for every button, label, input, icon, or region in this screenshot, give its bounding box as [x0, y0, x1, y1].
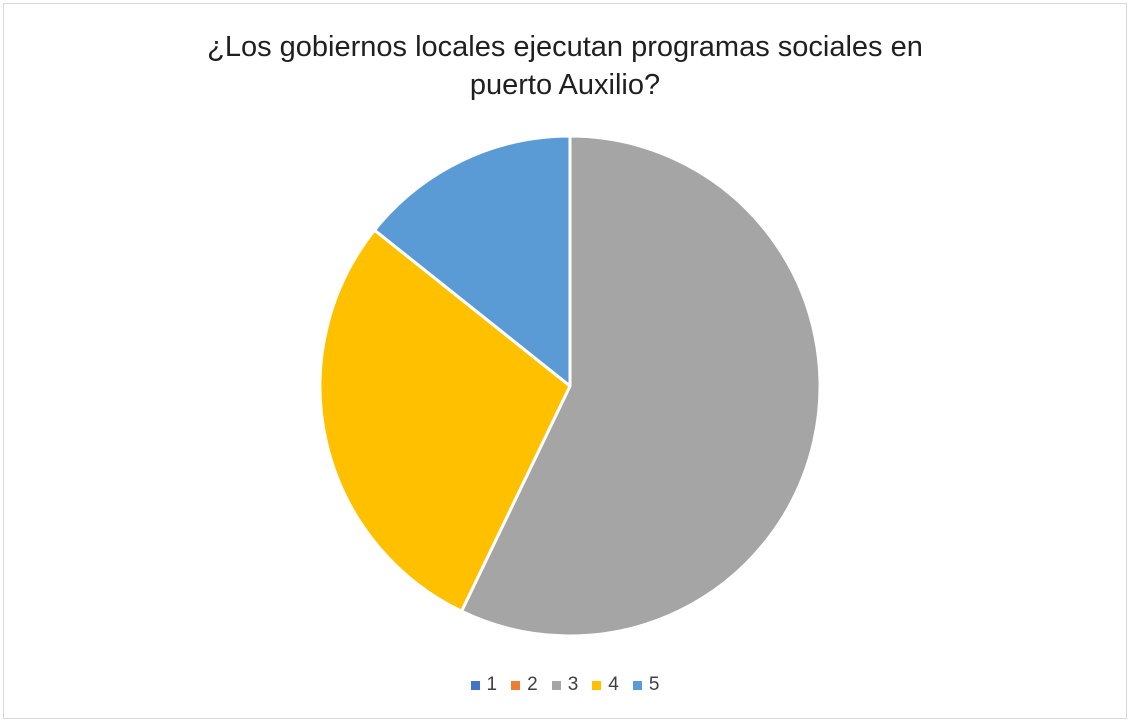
pie-slice-4	[318, 228, 572, 613]
legend-swatch-5	[632, 680, 642, 690]
legend-swatch-2	[511, 680, 521, 690]
legend-swatch-3	[551, 680, 561, 690]
legend-item-2: 2	[511, 674, 538, 696]
chart-title-line-2: puerto Auxilio?	[469, 69, 661, 101]
chart-title-line-1: ¿Los gobiernos locales ejecutan programa…	[207, 31, 923, 63]
legend-label-3: 3	[567, 674, 579, 695]
chart-legend: 1 2 3 4 5	[0, 674, 1130, 696]
legend-swatch-4	[592, 680, 602, 690]
legend-item-4: 4	[592, 674, 619, 696]
pie-slice-5	[373, 134, 572, 388]
legend-item-3: 3	[551, 674, 579, 696]
chart-title: ¿Los gobiernos locales ejecutan programa…	[0, 28, 1130, 104]
legend-label-1: 1	[486, 674, 498, 695]
legend-label-4: 4	[608, 674, 619, 695]
legend-item-5: 5	[632, 674, 660, 696]
legend-swatch-1	[470, 680, 480, 690]
legend-item-1: 1	[470, 674, 498, 696]
pie-slices	[318, 134, 822, 638]
pie-slice-3	[460, 134, 822, 638]
legend-label-5: 5	[648, 674, 660, 695]
legend-label-2: 2	[527, 674, 538, 695]
